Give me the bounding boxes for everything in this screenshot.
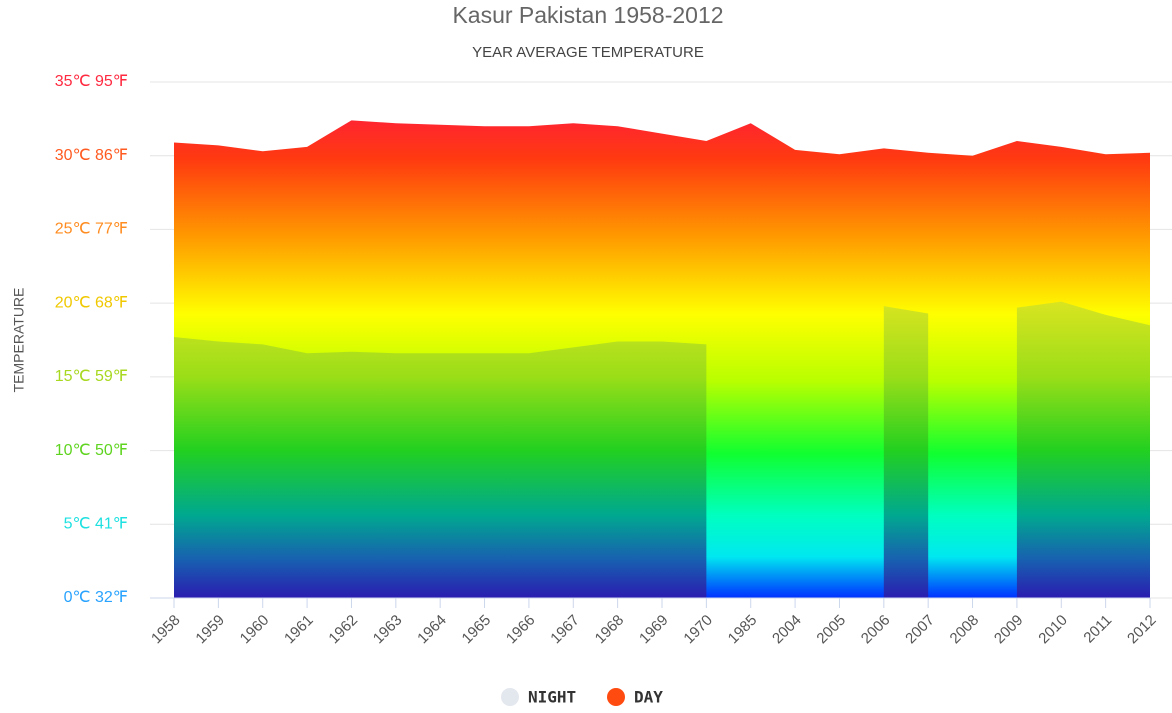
x-tick-label: 2009 — [991, 612, 1027, 648]
x-tick-label: 1960 — [237, 612, 273, 648]
x-tick-label: 1959 — [192, 612, 228, 648]
x-tick-label: 1961 — [281, 612, 317, 648]
y-tick-label: 15℃ 59℉ — [55, 368, 128, 385]
x-tick-label: 1967 — [547, 612, 583, 648]
x-tick-label: 1969 — [636, 612, 672, 648]
x-tick-label: 1958 — [148, 612, 184, 648]
chart-title: Kasur Pakistan 1958-2012 — [452, 2, 723, 28]
y-tick-label: 25℃ 77℉ — [55, 221, 128, 238]
legend-label: DAY — [634, 688, 663, 707]
chart-subtitle: YEAR AVERAGE TEMPERATURE — [472, 44, 704, 61]
y-tick-label: 35℃ 95℉ — [55, 73, 128, 90]
x-tick-label: 2007 — [902, 612, 938, 648]
x-tick-label: 1965 — [459, 612, 495, 648]
area — [1016, 301, 1150, 598]
x-tick-label: 1970 — [680, 612, 716, 648]
area — [883, 306, 929, 598]
y-tick-label: 30℃ 86℉ — [55, 147, 128, 164]
x-tick-label: 2006 — [858, 612, 894, 648]
y-tick-label: 5℃ 41℉ — [64, 516, 128, 533]
x-tick-label: 2011 — [1080, 612, 1115, 647]
x-tick-label: 2012 — [1124, 612, 1160, 648]
y-axis-label: TEMPERATURE — [11, 288, 27, 393]
legend-label: NIGHT — [528, 688, 576, 707]
legend-marker — [501, 688, 519, 706]
area — [174, 337, 707, 598]
x-tick-label: 2010 — [1035, 612, 1071, 648]
x-tick-label: 1962 — [325, 612, 361, 648]
y-tick-label: 10℃ 50℉ — [55, 442, 128, 459]
x-tick-label: 1985 — [725, 612, 761, 648]
y-tick-label: 0℃ 32℉ — [64, 589, 128, 606]
x-tick-label: 2008 — [947, 612, 983, 648]
x-tick-label: 1964 — [414, 612, 450, 648]
x-tick-label: 1968 — [592, 612, 628, 648]
x-tick-label: 2005 — [813, 612, 849, 648]
x-tick-label: 1963 — [370, 612, 406, 648]
x-tick-label: 1966 — [503, 612, 539, 648]
x-tick-label: 2004 — [769, 612, 805, 648]
y-tick-label: 20℃ 68℉ — [55, 294, 128, 311]
legend-marker — [607, 688, 625, 706]
